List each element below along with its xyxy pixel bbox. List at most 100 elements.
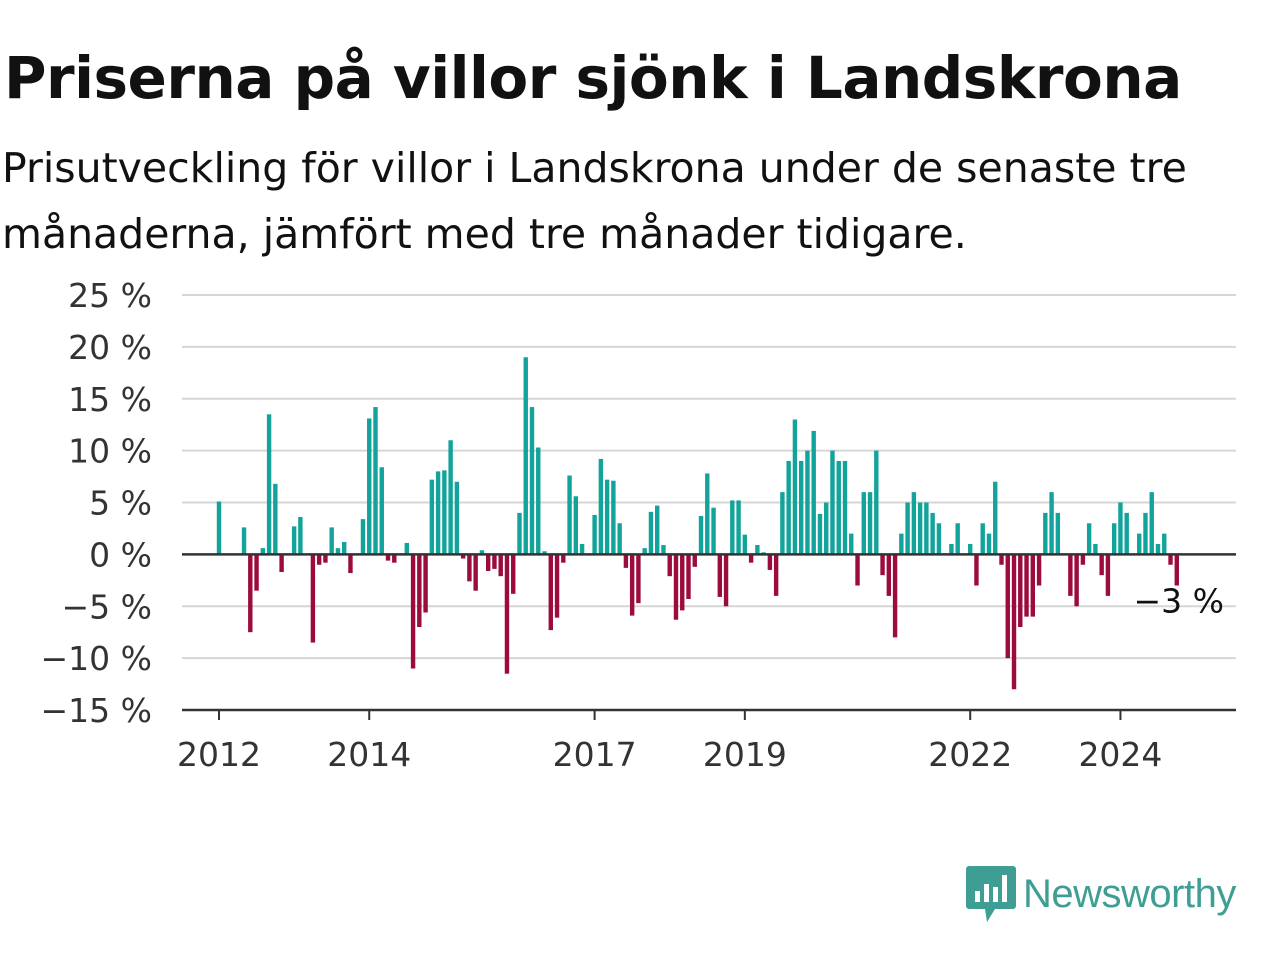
- bar: [786, 461, 791, 555]
- y-tick-label: 15 %: [68, 380, 152, 419]
- y-tick-label: −10 %: [41, 639, 153, 678]
- x-tick-label: 2024: [1078, 735, 1162, 774]
- bar: [385, 554, 391, 561]
- bar: [442, 470, 447, 555]
- bar: [886, 554, 892, 596]
- x-tick-label: 2019: [703, 735, 787, 774]
- bar: [993, 481, 998, 555]
- bar: [323, 554, 328, 563]
- bar: [849, 533, 854, 555]
- bar: [811, 430, 816, 555]
- bar: [655, 505, 660, 555]
- bar: [567, 475, 572, 555]
- bar: [692, 554, 697, 567]
- bar: [1105, 554, 1111, 596]
- bar: [542, 551, 547, 555]
- bar: [1024, 554, 1029, 617]
- y-tick-label: 5 %: [89, 484, 152, 523]
- bar: [974, 554, 979, 586]
- bar: [479, 550, 485, 555]
- bar: [867, 492, 873, 555]
- bar: [467, 554, 472, 582]
- bar: [1086, 523, 1092, 555]
- y-tick-label: −15 %: [41, 691, 153, 730]
- bar: [905, 502, 910, 555]
- bar: [423, 554, 428, 613]
- bar: [548, 554, 553, 631]
- bars: [216, 357, 1179, 690]
- bar: [410, 554, 416, 669]
- bar: [911, 492, 917, 555]
- bar: [830, 450, 835, 555]
- bar: [1074, 554, 1079, 607]
- bar: [373, 407, 378, 555]
- bar: [279, 554, 284, 573]
- axes: [182, 553, 1236, 720]
- bar: [536, 447, 541, 555]
- bar: [855, 554, 860, 586]
- bar: [1124, 512, 1129, 555]
- bar: [629, 554, 635, 616]
- bar: [454, 481, 460, 555]
- y-axis-tick-labels: 25 % 20 % 15 % 10 % 5 % 0 % −5 % −10 % −15 %: [41, 276, 153, 730]
- bar: [561, 554, 566, 563]
- bar: [1036, 554, 1042, 586]
- bar: [529, 407, 535, 555]
- bar: [986, 533, 992, 555]
- bar: [767, 554, 773, 570]
- bar: [861, 492, 866, 555]
- bar: [1049, 492, 1054, 555]
- annotations: −3 %: [1134, 581, 1225, 620]
- bar: [435, 471, 441, 555]
- bar: [673, 554, 679, 620]
- bar: [291, 526, 297, 555]
- bar: [748, 554, 754, 563]
- bar: [1155, 544, 1161, 555]
- bar: [216, 501, 222, 555]
- bar: [917, 502, 923, 555]
- bar: [517, 512, 522, 555]
- bar: [623, 554, 629, 568]
- bar: [579, 544, 585, 555]
- bar: [554, 554, 560, 618]
- x-tick-label: 2014: [327, 735, 411, 774]
- bar: [379, 467, 384, 555]
- bar: [899, 533, 904, 555]
- bar: [1093, 544, 1098, 555]
- bar: [755, 545, 760, 555]
- bar: [598, 458, 604, 555]
- bar: [473, 554, 478, 591]
- chart-subtitle: Prisutveckling för villor i Landskrona u…: [2, 144, 1187, 258]
- bar: [504, 554, 510, 674]
- bar: [1043, 512, 1048, 555]
- bar: [792, 419, 798, 555]
- bar: [880, 554, 885, 576]
- bar: [742, 534, 748, 555]
- y-tick-label: 25 %: [68, 276, 152, 315]
- bar: [254, 554, 259, 591]
- bar: [348, 554, 353, 574]
- bar: [836, 461, 841, 555]
- bar: [661, 545, 666, 555]
- bar: [617, 523, 622, 555]
- bar: [1174, 554, 1179, 586]
- x-tick-label: 2012: [177, 735, 261, 774]
- bar: [298, 517, 303, 555]
- newsworthy-logo-icon: [966, 866, 1016, 922]
- bar: [686, 554, 691, 599]
- bar: [705, 473, 710, 555]
- bar: [723, 554, 729, 607]
- bar: [874, 450, 879, 555]
- bar: [642, 548, 647, 555]
- bar: [1005, 554, 1010, 659]
- bar: [1099, 554, 1104, 576]
- bar: [329, 527, 334, 555]
- x-tick-label: 2017: [553, 735, 637, 774]
- bar: [968, 544, 973, 555]
- bar: [241, 527, 247, 555]
- chart-title: Priserna på villor sjönk i Landskrona: [4, 44, 1182, 112]
- y-tick-label: −5 %: [62, 587, 153, 626]
- bar: [498, 554, 503, 577]
- bar: [773, 554, 779, 596]
- x-tick-label: 2022: [928, 735, 1012, 774]
